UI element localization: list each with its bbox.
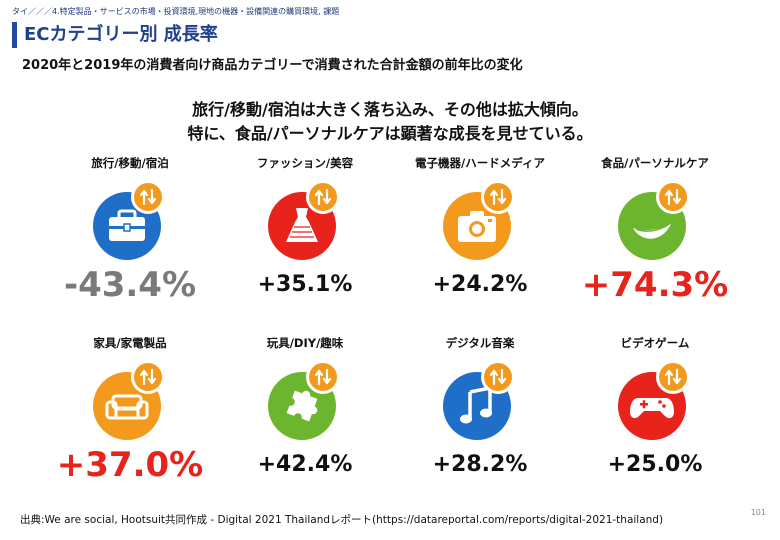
category-food: 食品/パーソナルケア +74.3% [570,154,740,302]
category-label: 家具/家電製品 [93,336,167,350]
up-down-arrows-icon [656,360,690,394]
up-down-arrows-icon [656,180,690,214]
headline-line-1: 旅行/移動/宿泊は大きく落ち込み、その他は拡大傾向。 [192,100,588,119]
up-down-arrows-icon [481,180,515,214]
category-label: 食品/パーソナルケア [601,156,709,170]
category-toys: 玩具/DIY/趣味 +42.4% [220,334,390,476]
category-value: +35.1% [257,272,353,297]
category-label: 玩具/DIY/趣味 [266,336,344,350]
up-down-arrows-icon [131,180,165,214]
page-number: 101 [750,508,766,517]
category-value: +37.0% [56,445,204,485]
category-value: +24.2% [432,272,528,297]
category-value: +28.2% [432,452,528,477]
category-value: +42.4% [257,452,353,477]
puzzle-icon [268,372,336,440]
category-travel: 旅行/移動/宿泊 -43.4% [45,154,215,302]
category-furniture: 家具/家電製品 +37.0% [45,334,215,482]
category-label: ファッション/美容 [256,156,354,170]
page-title: ECカテゴリー別 成長率 [24,24,218,45]
category-label: 電子機器/ハードメディア [415,156,545,170]
category-value: +25.0% [607,452,703,477]
up-down-arrows-icon [306,360,340,394]
category-label: ビデオゲーム [620,336,690,350]
up-down-arrows-icon [481,360,515,394]
source-citation: 出典:We are social, Hootsuit共同作成 - Digital… [20,514,664,526]
category-digital-music: デジタル音楽 +28.2% [395,334,565,476]
category-video-games: ビデオゲーム +25.0% [570,334,740,476]
up-down-arrows-icon [131,360,165,394]
camera-icon [443,192,511,260]
category-label: 旅行/移動/宿泊 [91,156,169,170]
up-down-arrows-icon [306,180,340,214]
category-fashion: ファッション/美容 +35.1% [220,154,390,296]
category-value: -43.4% [63,265,197,305]
breadcrumb: タイ／／／4.特定製品・サービスの市場・投資環境,現地の機器・設備関連の購買環境… [12,7,340,16]
page-subtitle: 2020年と2019年の消費者向け商品カテゴリーで消費された合計金額の前年比の変… [22,58,523,73]
title-accent-bar [12,22,17,48]
category-electronics: 電子機器/ハードメディア +24.2% [395,154,565,296]
headline-line-2: 特に、食品/パーソナルケアは顕著な成長を見せている。 [187,124,593,143]
category-label: デジタル音楽 [445,336,515,350]
category-value: +74.3% [581,265,729,305]
